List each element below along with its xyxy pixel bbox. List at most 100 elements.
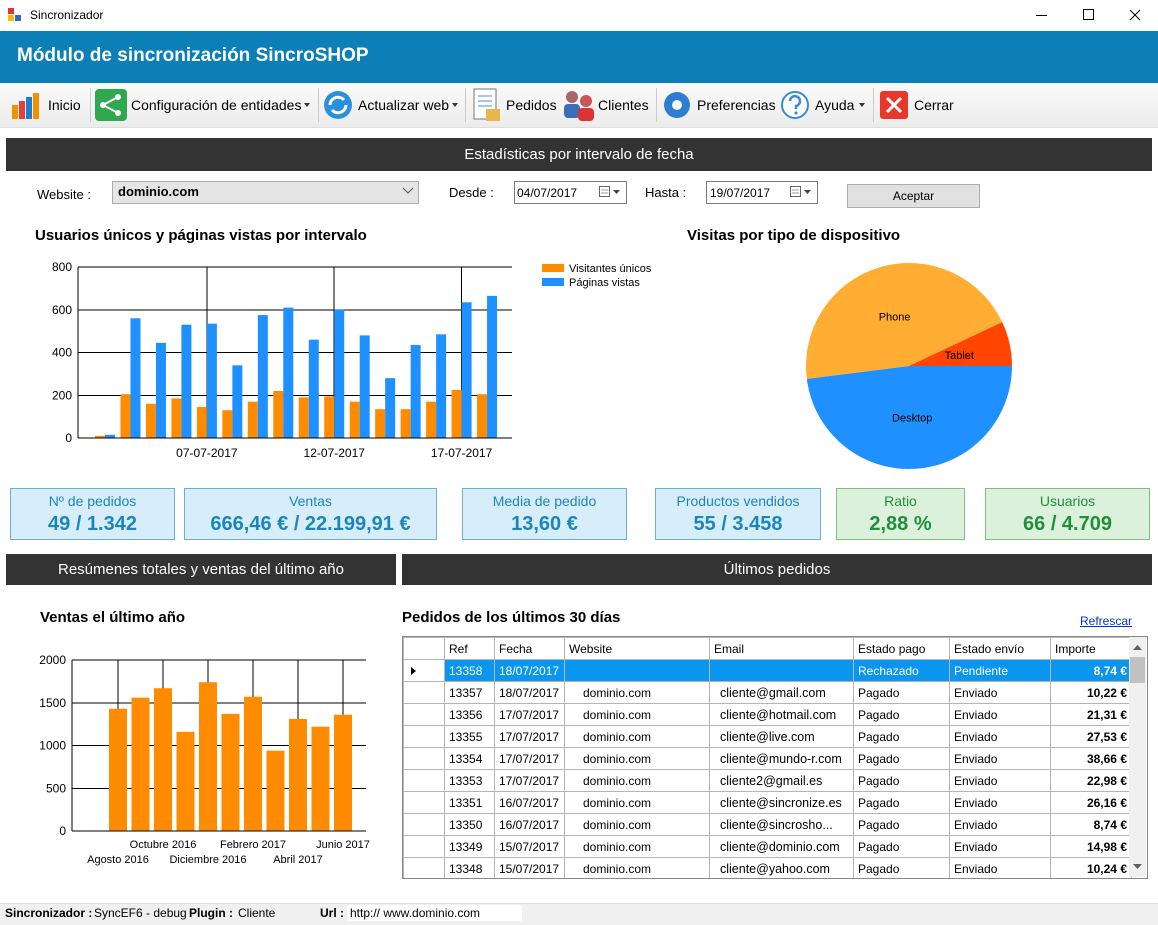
kpi-value: 13,60 € [511,513,578,535]
x-tick-label: Diciembre 2016 [169,854,246,866]
order-row: 13348 15/07/2017 dominio.com cliente@yahoo.… [403,857,1132,878]
kpi-label: Ratio [884,493,917,509]
dropdown-arrow [402,187,414,194]
calendar-icon [599,186,620,197]
cell-ref: 13351 [444,791,495,814]
from-date[interactable] [514,181,627,204]
kpi-box: Nº de pedidos 49 / 1.342 [10,488,175,540]
bar [461,302,472,438]
chart-title: Usuarios únicos y páginas vistas por int… [35,227,367,244]
slice-label: Phone [879,312,911,324]
bar [95,435,105,438]
bar [206,323,217,438]
y-tick-label: 1000 [39,739,66,753]
row-pointer [411,667,416,675]
status-bar [0,903,1158,925]
pie-slice [909,322,1012,366]
bar [196,407,207,438]
kpi-value: 49 / 1.342 [48,513,137,535]
bar [145,403,156,438]
order-row: 13349 15/07/2017 dominio.com cliente@domini… [403,835,1132,858]
app-icon [8,8,21,21]
to-label: Hasta : [645,185,687,200]
kpi-value: 66 / 4.709 [1023,513,1112,535]
bar [289,718,307,831]
to-value: 19/07/2017 [710,186,771,200]
bar [451,389,462,438]
cell-ref: 13353 [444,769,495,792]
x-tick-label: Abril 2017 [273,854,323,866]
x-tick-label: 17-07-2017 [431,446,493,460]
cell-email: cliente2@gmail.es [709,769,854,792]
cell-importe: 10,24 € [1050,857,1132,878]
column-header: Fecha [494,637,565,660]
bar [181,324,192,438]
tool-button[interactable]: Preferencias [697,97,776,113]
cell-pago: Pagado [853,703,950,726]
column-header: Website [564,637,710,660]
status-label: Plugin : [189,906,233,920]
tool-button[interactable]: Clientes [598,97,649,113]
kpi-box: Ratio 2,88 % [836,488,965,540]
row-header [403,857,445,878]
cell-pago: Pagado [853,813,950,836]
cell-fecha: 16/07/2017 [494,791,565,814]
orders-subtitle: Pedidos de los últimos 30 días [402,609,621,626]
cell-email: cliente@mundo-r.com [709,747,854,770]
toolbar-icons [12,88,908,122]
tool-button[interactable]: Actualizar web [358,97,450,113]
order-row: 13355 17/07/2017 dominio.com cliente@live.c… [403,725,1132,748]
status-value: Cliente [238,906,276,920]
header-row: Ref Fecha Website Email Estado pago Estado en… [403,637,1132,660]
cell-fecha: 17/07/2017 [494,769,565,792]
cell-fecha: 15/07/2017 [494,857,565,878]
legend-label: Visitantes únicos [569,263,652,275]
tool-button[interactable]: Configuración de entidades [131,97,302,113]
bar [298,397,309,438]
cell-envio: Enviado [949,813,1051,836]
bar [410,345,421,438]
kpi-label: Usuarios [1039,493,1096,509]
bar [131,697,150,831]
y-tick-label: 400 [52,346,72,360]
from-label: Desde : [449,185,494,200]
bar [130,318,141,438]
scrollbar[interactable] [1129,637,1146,877]
bar [400,409,411,438]
tool-button[interactable]: Ayuda [815,97,855,113]
chart-title: Ventas el último año [40,609,185,626]
pie-slice [806,262,1003,379]
y-tick-label: 0 [59,824,66,838]
cell-email: cliente@sincronize.es [709,791,854,814]
orders-table: Ref Fecha Website Email Estado pago Estado en… [403,637,1132,878]
cell-fecha: 17/07/2017 [494,703,565,726]
y-tick-label: 0 [65,431,72,445]
tool-button[interactable]: Inicio [48,97,81,113]
cell-email: cliente@gmail.com [709,681,854,704]
bar [171,398,182,438]
bar [266,750,285,831]
cell-importe: 8,74 € [1050,659,1132,682]
y-tick-label: 1500 [39,696,66,710]
column-header: Estado envío [949,637,1051,660]
cell-website: dominio.com [564,857,710,878]
bar [244,696,262,831]
column-header: Importe [1050,637,1132,660]
kpi-label: Productos vendidos [676,493,800,509]
refresh-link[interactable]: Refrescar [1080,614,1133,628]
accept-button[interactable]: Aceptar [847,184,980,208]
tool-button[interactable]: Pedidos [506,97,557,113]
kpi-value: 666,46 € / 22.199,91 € [210,513,411,535]
bar [222,410,233,438]
window-controls[interactable] [1020,0,1158,31]
bar [477,394,488,438]
status-label: Url : [320,906,344,920]
header [0,31,1158,83]
website-select[interactable] [112,181,419,204]
kpi-value: 2,88 % [869,513,932,535]
pie-slice [806,366,1012,470]
bar [349,401,360,438]
tool-button[interactable]: Cerrar [914,97,954,113]
